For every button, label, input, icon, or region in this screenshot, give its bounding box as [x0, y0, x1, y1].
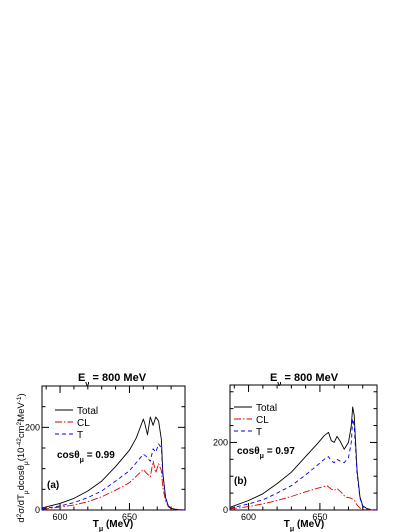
panel-b-title-rest: = 800 MeV	[281, 372, 338, 384]
panel-b-series-cl	[229, 485, 377, 511]
panel-a-legend-label: T	[77, 430, 83, 441]
panel-a-letter: (a)	[47, 480, 59, 491]
y-axis-label-sup: 2	[16, 513, 23, 517]
panel-a-ytick-label: 200	[25, 422, 40, 432]
panel-b-title-sub: ν	[277, 379, 281, 388]
panel-b-frame	[229, 384, 378, 511]
panel-b-series-total	[229, 406, 378, 511]
panel-a-x-axis-label: Tμ (MeV)	[93, 519, 133, 532]
y-axis-label-sigma: σ/dT	[16, 494, 27, 514]
panel-a-xtick-label: 600	[53, 512, 68, 522]
panel-a-xlabel-t: T	[93, 519, 99, 530]
panel-b-ytick-label: 200	[213, 437, 228, 447]
panel-a-series-cl	[41, 460, 185, 511]
y-axis-label-exp3: -1	[16, 396, 23, 402]
panel-b-ticks: 600 650 0 200	[213, 385, 378, 522]
y-axis-label-mev: MeV	[16, 402, 27, 422]
panel-a-ytick-label: 0	[35, 505, 40, 515]
panel-b-xtick-label: 600	[241, 512, 256, 522]
y-axis-label-cos: dcosθ	[16, 465, 27, 490]
panel-a-frame	[41, 385, 186, 511]
y-axis-label-exp2: 2	[16, 421, 23, 425]
panel-b-xlabel-sub: μ	[290, 526, 294, 532]
panel-a-legend-label: CL	[77, 418, 90, 429]
panel-a-series-total	[41, 416, 186, 511]
y-axis-label-d: d	[16, 517, 27, 522]
y-axis-label-sub2: μ	[23, 461, 30, 465]
panel-a-cos-label: cosθμ = 0.99	[57, 450, 115, 464]
y-axis-label: d2σ/dTμdcosθμ(10-42cm2MeV-1)	[16, 393, 30, 522]
y-axis-label-unit: (10	[16, 448, 27, 462]
panel-a-xtick-label: 650	[122, 512, 137, 522]
panel-b-title: Eν = 800 MeV	[270, 372, 339, 388]
panel-b-legend-label: CL	[256, 415, 269, 426]
panel-a-xlabel-rest: (MeV)	[103, 519, 133, 530]
panel-a-xlabel-sub: μ	[99, 526, 103, 532]
panel-b-cos-label: cosθμ = 0.97	[237, 446, 295, 460]
panel-a-curves	[41, 416, 186, 511]
panel-a-title-e: E	[78, 372, 85, 384]
panel-b-cos-sub: μ	[260, 453, 264, 460]
panel-a-title: Eν = 800 MeV	[78, 372, 147, 388]
panel-a-title-sub: ν	[85, 379, 89, 388]
panel-b-series-t	[229, 418, 378, 511]
panel-a-ticks: 600 650 0 200	[25, 385, 186, 522]
panel-b-legend-label: T	[256, 427, 262, 438]
panel-a-series-t	[41, 443, 185, 511]
panel-a-cos-value: = 0.99	[84, 450, 115, 461]
panel-b-letter: (b)	[234, 476, 247, 487]
y-axis-label-exp1: -42	[16, 438, 23, 448]
panel-b-cos-value: = 0.97	[264, 446, 295, 457]
panel-b-cos-main: cosθ	[237, 446, 260, 457]
y-axis-label-sub1: μ	[23, 490, 30, 494]
panel-b-xtick-label: 650	[312, 512, 327, 522]
panel-a-cos-main: cosθ	[57, 450, 80, 461]
panel-b-title-e: E	[270, 372, 277, 384]
panel-b-curves	[229, 406, 378, 511]
panel-a-title-rest: = 800 MeV	[89, 372, 146, 384]
y-axis-label-cm: cm	[16, 425, 27, 438]
panel-a-cos-sub: μ	[80, 457, 84, 464]
panel-b-legend-label: Total	[256, 403, 277, 414]
panel-b-ytick-label: 0	[223, 505, 228, 515]
panel-a-legend-label: Total	[77, 406, 98, 417]
panel-b-xlabel-rest: (MeV)	[294, 519, 324, 530]
panel-b-x-axis-label: Tμ (MeV)	[284, 519, 324, 532]
y-axis-label-close: )	[16, 393, 27, 396]
panel-b-xlabel-t: T	[284, 519, 290, 530]
